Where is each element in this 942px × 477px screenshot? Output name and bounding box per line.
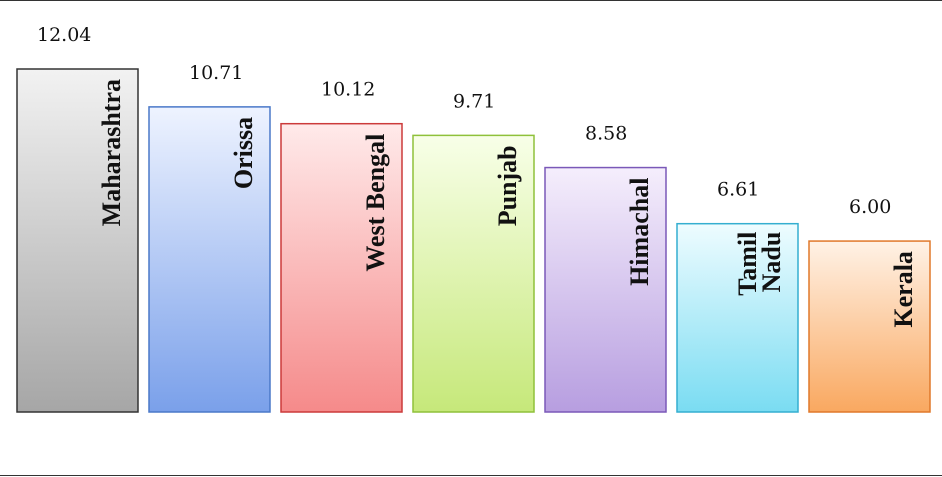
value-label: 10.71 — [189, 62, 243, 84]
value-label: 8.58 — [585, 123, 627, 145]
category-label: Tamil — [733, 232, 762, 296]
category-label: Punjab — [493, 145, 522, 226]
category-label: West Bengal — [361, 134, 390, 272]
bar-himachal — [544, 166, 667, 413]
bar-tamil-nadu — [676, 222, 799, 413]
bar-west-bengal — [280, 122, 403, 413]
category-label: Orissa — [229, 117, 258, 189]
bar-maharashtra — [16, 68, 139, 413]
value-label: 9.71 — [453, 90, 495, 112]
value-label: 10.12 — [321, 79, 375, 101]
category-label: Himachal — [625, 178, 654, 286]
bars-group: 12.04 Maharashtra 10.71 Orissa 10.12 West Ben… — [16, 24, 931, 413]
category-label: Nadu — [757, 232, 786, 293]
bar-kerala — [808, 240, 931, 413]
value-label: 6.61 — [717, 179, 759, 201]
category-label: Kerala — [889, 251, 918, 328]
bar-orissa — [148, 106, 271, 413]
value-label: 6.00 — [849, 196, 891, 218]
value-label: 12.04 — [37, 24, 91, 46]
bar-punjab — [412, 134, 535, 413]
category-label: Maharashtra — [97, 79, 126, 226]
